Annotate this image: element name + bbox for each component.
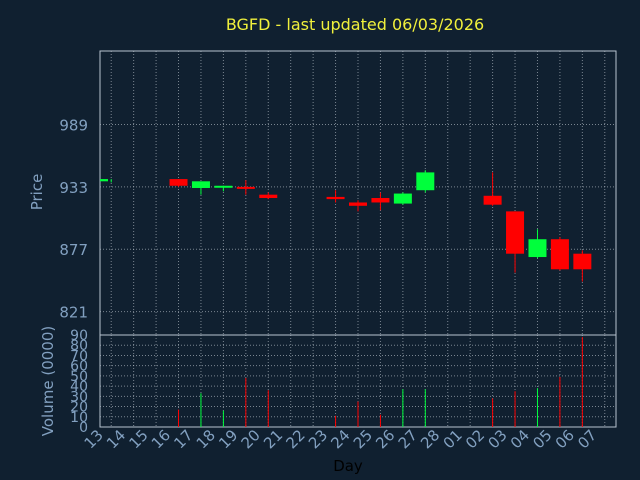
candle-body xyxy=(416,172,435,191)
volume-tick-label: 60 xyxy=(70,359,88,375)
candle-body xyxy=(326,196,345,200)
volume-tick-label: 50 xyxy=(70,369,88,385)
candle-body xyxy=(573,253,592,270)
volume-tick-label: 0 xyxy=(79,420,88,436)
price-tick-label: 933 xyxy=(59,179,88,197)
volume-tick-label: 40 xyxy=(70,379,88,395)
candle-body xyxy=(259,194,278,199)
candle-body xyxy=(191,181,210,188)
price-tick-label: 821 xyxy=(59,304,88,322)
candle-body xyxy=(214,185,233,188)
candle-body xyxy=(393,193,412,204)
price-axis-label: Price xyxy=(28,174,46,211)
volume-tick-label: 10 xyxy=(70,410,88,426)
candle-body xyxy=(528,239,547,258)
candle-body xyxy=(169,179,188,186)
volume-tick-label: 30 xyxy=(70,389,88,405)
volume-tick-label: 80 xyxy=(70,338,88,354)
chart-title: BGFD - last updated 06/03/2026 xyxy=(226,15,484,34)
x-tick-labels: 1314151617181920212223242526272801020304… xyxy=(81,426,601,452)
candle-body xyxy=(550,239,569,270)
candle-body xyxy=(371,198,390,203)
volume-tick-label: 70 xyxy=(70,348,88,364)
volume-tick-label: 20 xyxy=(70,400,88,416)
volume-tick-label: 90 xyxy=(70,328,88,344)
candle-body xyxy=(349,202,367,206)
volume-axis-label: Volume (0000) xyxy=(39,326,57,436)
price-panel: 821 877 933 989 xyxy=(59,50,617,336)
price-tick-label: 989 xyxy=(59,117,88,135)
x-axis-label: Day xyxy=(333,457,363,475)
candle-body xyxy=(100,179,108,182)
price-tick-label: 877 xyxy=(59,241,88,259)
candle-body xyxy=(483,195,502,205)
candle-body xyxy=(236,186,255,189)
candle-body xyxy=(506,211,525,254)
